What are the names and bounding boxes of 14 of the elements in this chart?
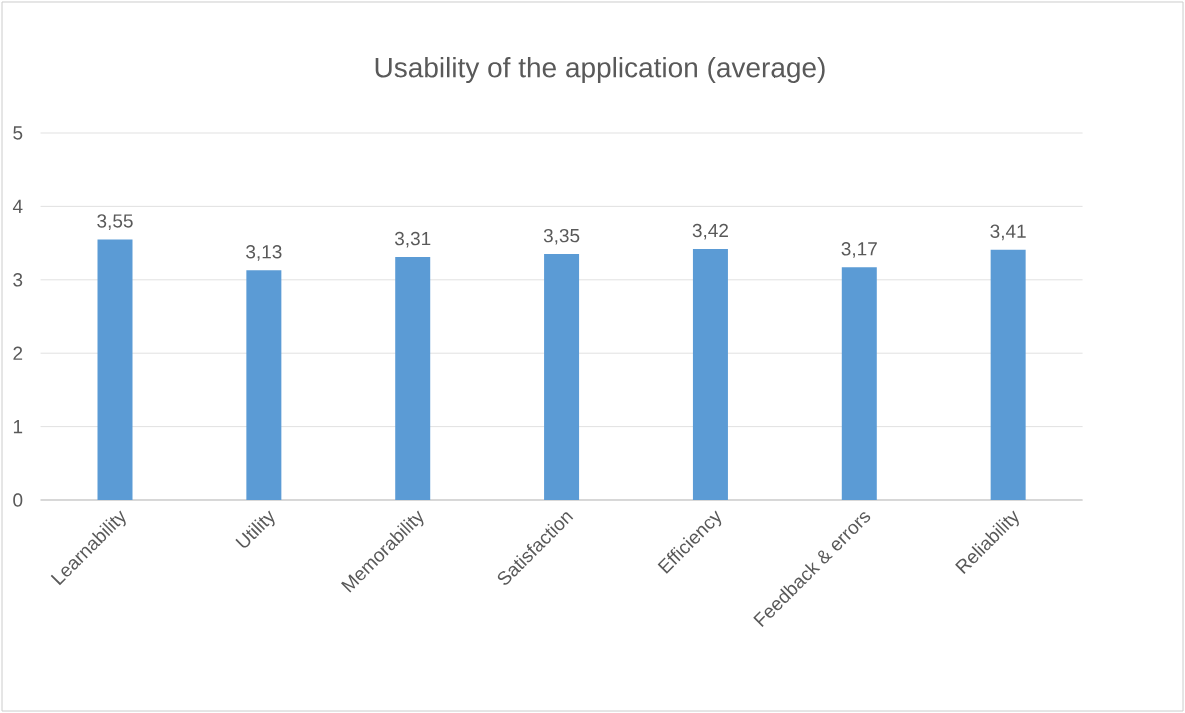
chart-title: Usability of the application (average) (375, 56, 825, 84)
data-label: 3,41 (990, 224, 1026, 241)
data-label: 3,55 (97, 214, 133, 230)
data-label: 3,31 (394, 231, 431, 248)
y-tick-label: 4 (12, 199, 23, 213)
y-tick-label: 2 (13, 346, 23, 360)
data-label: 3,13 (246, 245, 282, 261)
data-label: 3,35 (543, 228, 580, 245)
data-label: 3,42 (692, 223, 728, 240)
y-tick-label: 3 (13, 273, 23, 287)
y-tick-label: 1 (13, 420, 23, 434)
y-tick-label: 0 (13, 493, 23, 507)
data-label: 3,17 (841, 242, 877, 258)
y-tick-label: 5 (13, 126, 23, 140)
